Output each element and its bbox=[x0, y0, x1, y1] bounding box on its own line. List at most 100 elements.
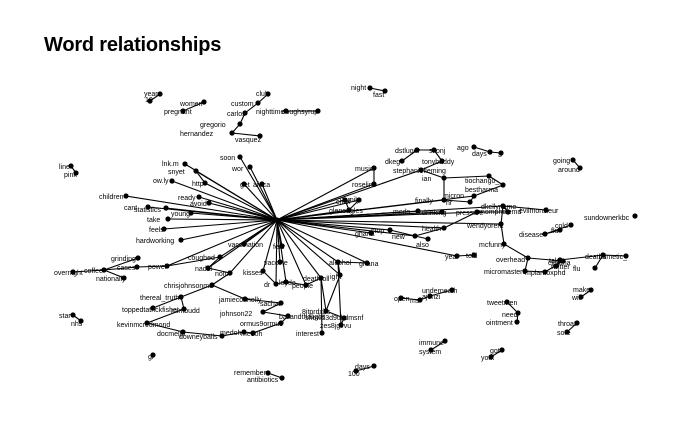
node-n75 bbox=[399, 158, 405, 164]
node-n136 bbox=[353, 368, 359, 374]
edge-hub-n23 bbox=[125, 195, 278, 221]
node-n23 bbox=[123, 193, 129, 199]
node-label-n39: nadal bbox=[195, 266, 213, 273]
node-label-n65: showd3d9ukdmsnf bbox=[305, 315, 363, 322]
node-n92 bbox=[412, 233, 418, 239]
node-n54 bbox=[278, 320, 284, 326]
node-label-n93: meds bbox=[393, 209, 411, 216]
node-n106 bbox=[525, 255, 531, 261]
edge-n46-n47 bbox=[146, 322, 184, 333]
node-label-n52: johnson22 bbox=[219, 311, 252, 318]
node-n111 bbox=[553, 263, 559, 269]
node-label-n75: dkeg bbox=[385, 159, 400, 166]
node-label-n88: also bbox=[416, 242, 429, 249]
node-label-n2: 10 bbox=[145, 97, 153, 104]
node-n77 bbox=[431, 147, 437, 153]
edge-n42-n43 bbox=[180, 284, 213, 298]
node-label-n120: will bbox=[571, 295, 582, 302]
node-n89 bbox=[368, 230, 374, 236]
node-label-n117: deaths bbox=[585, 254, 607, 261]
node-n99 bbox=[500, 203, 506, 209]
node-n13 bbox=[367, 85, 373, 91]
node-n138 bbox=[150, 352, 156, 358]
node-label-n44: toppedtatrickfisher bbox=[122, 307, 180, 314]
node-n131 bbox=[428, 347, 434, 353]
node-label-n118: flu bbox=[573, 266, 581, 273]
node-label-n108: micromasters bbox=[484, 269, 527, 276]
node-n7 bbox=[242, 110, 248, 116]
edge-n34-n36 bbox=[103, 266, 138, 271]
node-label-n6: club bbox=[256, 91, 269, 98]
node-label-n23: children bbox=[99, 194, 124, 201]
node-label-n11: hernandez bbox=[180, 131, 214, 138]
node-label-n80: ian bbox=[422, 176, 431, 183]
node-n20 bbox=[202, 180, 208, 186]
node-label-n70: music bbox=[355, 166, 374, 173]
edge-n69-n64 bbox=[325, 274, 341, 312]
node-n24 bbox=[163, 205, 169, 211]
node-n58 bbox=[283, 279, 289, 285]
edge-hub-n29 bbox=[190, 212, 278, 221]
node-n25 bbox=[145, 204, 151, 210]
node-n51 bbox=[278, 300, 284, 306]
node-n105 bbox=[471, 252, 477, 258]
node-n34 bbox=[101, 267, 107, 273]
node-n104 bbox=[454, 253, 460, 259]
node-label-n55: medoh bbox=[241, 331, 263, 338]
node-label-n37: power bbox=[148, 264, 168, 271]
edge-n61-n62 bbox=[305, 277, 322, 286]
edge-n66-n67 bbox=[337, 261, 342, 326]
node-n32 bbox=[135, 255, 141, 261]
node-n18 bbox=[169, 178, 175, 184]
node-n85 bbox=[486, 173, 492, 179]
node-n10 bbox=[237, 121, 243, 127]
node-n53 bbox=[285, 313, 291, 319]
node-n38 bbox=[217, 254, 223, 260]
edge-n130-n131 bbox=[430, 340, 446, 351]
node-label-n32: grinding bbox=[111, 256, 136, 263]
node-label-n125: tweetmen bbox=[487, 300, 517, 307]
edge-hub-n59 bbox=[276, 219, 281, 263]
node-label-n69: ight bbox=[330, 274, 341, 281]
edge-hub-n26 bbox=[167, 218, 278, 221]
edge-n91-n95 bbox=[443, 211, 478, 229]
node-label-n42: chrisjohnsonmd bbox=[164, 283, 213, 290]
edge-n75-n76 bbox=[401, 149, 418, 162]
node-label-n128: throat bbox=[558, 321, 576, 328]
node-label-n83: 3 bbox=[498, 152, 502, 159]
node-n134 bbox=[265, 370, 271, 376]
node-n100 bbox=[543, 207, 549, 213]
edge-n104-n105 bbox=[456, 254, 475, 257]
node-n44 bbox=[150, 305, 156, 311]
node-n28 bbox=[206, 200, 212, 206]
node-label-n17: lnk.m bbox=[162, 161, 179, 168]
node-label-n137: days bbox=[355, 364, 370, 371]
edge-n11-n12 bbox=[231, 132, 261, 137]
node-label-n29: young bbox=[171, 211, 190, 218]
edge-n67-n68 bbox=[337, 261, 368, 264]
node-label-n113: around bbox=[558, 167, 580, 174]
node-label-n45: mimbudd bbox=[171, 308, 200, 315]
node-n74 bbox=[346, 207, 352, 213]
node-n80 bbox=[441, 175, 447, 181]
edge-n85-n84 bbox=[488, 175, 504, 186]
node-n39 bbox=[205, 265, 211, 271]
node-label-n133: york bbox=[481, 355, 495, 362]
node-label-n5: custom bbox=[231, 101, 254, 108]
node-label-n56: kisses bbox=[243, 270, 263, 277]
node-label-n106: overhead bbox=[496, 257, 525, 264]
node-n141 bbox=[68, 163, 74, 169]
edge-hub-n20 bbox=[204, 182, 278, 221]
node-label-n15: soon bbox=[220, 155, 235, 162]
node-n36 bbox=[134, 264, 140, 270]
node-n41 bbox=[241, 241, 247, 247]
node-label-n54: ormus9ormus bbox=[240, 321, 283, 328]
edge-hub-n19 bbox=[195, 170, 278, 221]
edge-hub-n70 bbox=[276, 167, 375, 221]
node-n124 bbox=[417, 297, 423, 303]
edge-hub-n69 bbox=[276, 219, 341, 276]
node-label-n46: kevinmcredmond bbox=[117, 322, 170, 329]
node-label-n86: hr bbox=[446, 200, 453, 207]
node-label-n126: need bbox=[502, 312, 518, 319]
node-label-n131: system bbox=[419, 349, 441, 356]
